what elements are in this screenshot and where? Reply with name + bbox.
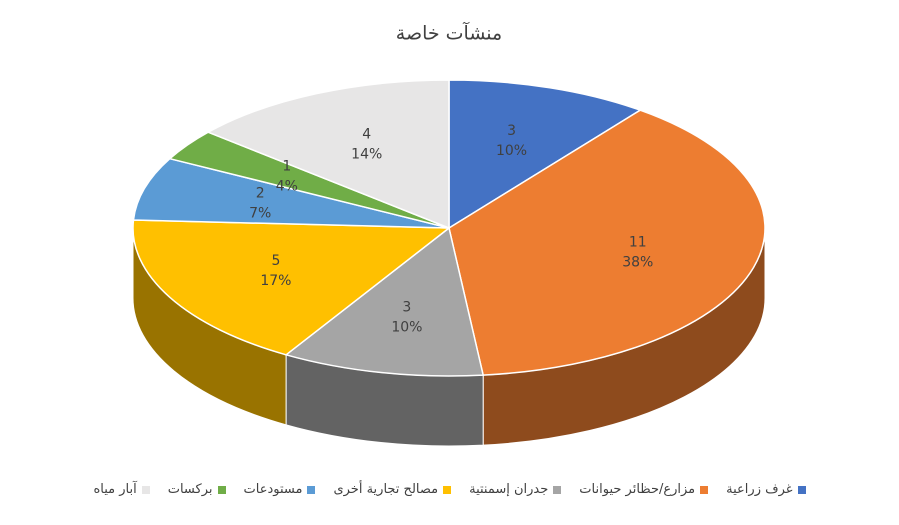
legend-label: مصالح تجارية أخرى [333,482,439,497]
legend-label: مزارع/حظائر حيوانات [579,482,696,497]
value-label: 5 [271,253,280,269]
legend: غرف زراعية مزارع/حظائر حيوانات جدران إسمنت… [0,482,899,497]
legend-label: آبار مياه [93,482,137,497]
legend-item: غرف زراعية [726,482,806,497]
legend-item: آبار مياه [93,482,150,497]
value-label: 2 [256,185,265,201]
percent-label: 10% [391,320,422,336]
legend-label: بركسات [167,482,213,497]
legend-swatch [553,485,562,494]
chart-title: منشآت خاصة [396,21,502,45]
percent-label: 17% [260,273,291,289]
slice [448,109,766,376]
legend-item: جدران إسمنتية [469,482,562,497]
slice [206,79,450,230]
legend-label: جدران إسمنتية [469,482,549,497]
legend-swatch [443,485,452,494]
slice [132,219,452,356]
value-label: 3 [402,300,411,316]
legend-swatch [141,485,150,494]
slice [132,157,450,229]
value-label: 4 [362,127,371,143]
percent-label: 38% [622,255,653,271]
percent-label: 4% [276,179,298,195]
slice [284,226,485,377]
legend-swatch [797,485,806,494]
legend-item: مصالح تجارية أخرى [333,482,452,497]
legend-item: مزارع/حظائر حيوانات [579,482,709,497]
value-label: 1 [282,159,291,175]
legend-item: مستودعات [244,482,316,497]
value-label: 3 [507,123,516,139]
slice [448,79,642,230]
legend-label: غرف زراعية [726,482,793,497]
legend-swatch [307,485,316,494]
percent-label: 7% [249,205,271,221]
legend-swatch [700,485,709,494]
legend-label: مستودعات [243,482,303,497]
percent-label: 10% [496,143,527,159]
legend-item: بركسات [168,482,226,497]
legend-swatch [217,485,226,494]
percent-label: 14% [351,147,382,163]
value-label: 11 [629,235,647,251]
